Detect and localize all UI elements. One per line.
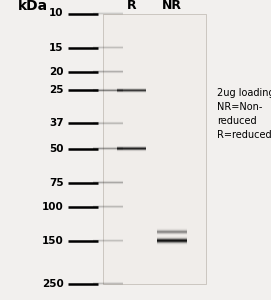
Text: 150: 150 <box>42 236 64 246</box>
Text: 2ug loading
NR=Non-
reduced
R=reduced: 2ug loading NR=Non- reduced R=reduced <box>217 88 271 140</box>
Text: 75: 75 <box>49 178 64 188</box>
Text: kDa: kDa <box>17 0 48 14</box>
Bar <box>103 14 206 284</box>
Text: 37: 37 <box>49 118 64 128</box>
Text: 50: 50 <box>49 143 64 154</box>
Text: 250: 250 <box>42 278 64 289</box>
Text: 20: 20 <box>49 67 64 76</box>
Text: 25: 25 <box>49 85 64 95</box>
Text: NR: NR <box>162 0 182 12</box>
Text: 10: 10 <box>49 8 64 19</box>
Text: 15: 15 <box>49 43 64 52</box>
Text: 100: 100 <box>42 202 64 212</box>
Text: R: R <box>127 0 136 12</box>
